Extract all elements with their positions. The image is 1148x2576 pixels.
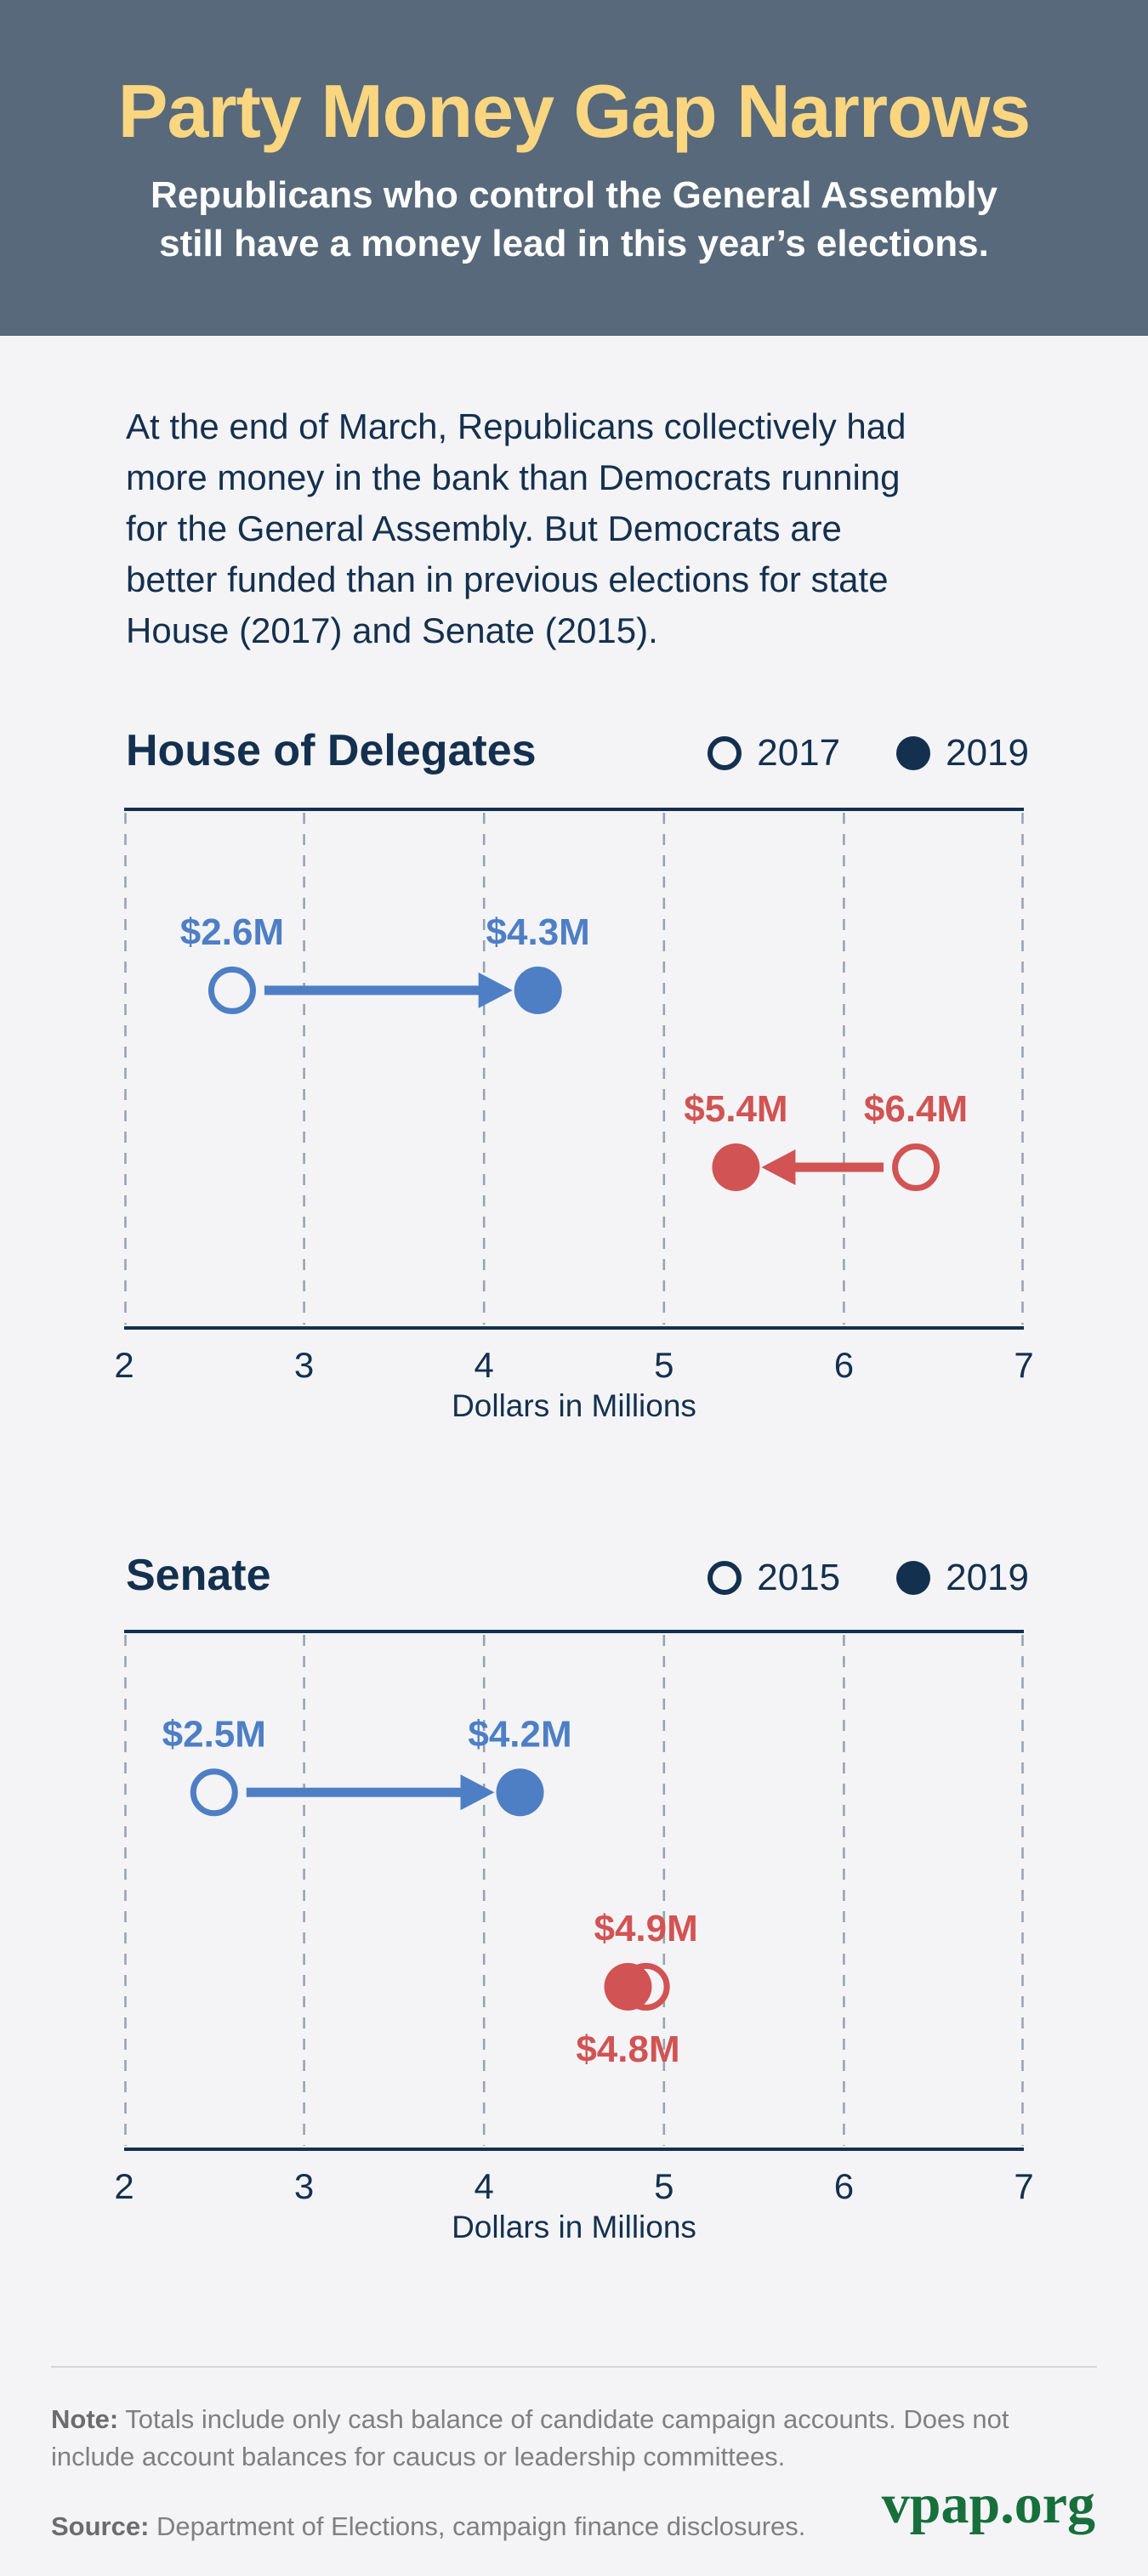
value-label: $5.4M xyxy=(684,1088,787,1130)
change-arrow-head xyxy=(460,1774,495,1811)
x-axis-label: Dollars in Millions xyxy=(452,2210,696,2244)
data-point-filled-2019 xyxy=(496,1768,544,1817)
data-point-open-2017 xyxy=(207,966,256,1014)
chart-legend-senate: 2015 2019 xyxy=(708,1552,1029,1603)
intro-paragraph: At the end of March, Republicans collect… xyxy=(126,401,1044,656)
filled-circle-icon xyxy=(896,1561,931,1595)
intro-line: House (2017) and Senate (2015). xyxy=(126,610,658,650)
change-arrow-head xyxy=(761,1149,796,1186)
legend-label: 2015 xyxy=(757,1557,841,1598)
axis-tick: 4 xyxy=(474,1345,494,1385)
data-point-filled-2019 xyxy=(604,1962,652,2011)
axis-tick: 5 xyxy=(654,1345,674,1385)
axis-tick: 5 xyxy=(654,2166,674,2206)
note-label: Note: xyxy=(51,2404,119,2434)
x-axis-ticks-senate: 2 3 4 5 6 7 xyxy=(114,2164,1033,2211)
source-label: Source: xyxy=(51,2511,150,2541)
data-point-open-2015 xyxy=(190,1768,238,1817)
intro-line: more money in the bank than Democrats ru… xyxy=(126,457,901,497)
plot-canvas: $2.5M $4.2M $4.9M $4.8M xyxy=(124,1630,1024,2151)
chart-plot-house: $2.6M $4.3M $6.4M $5.4M xyxy=(124,808,1024,1330)
open-circle-icon xyxy=(708,736,742,770)
value-label: $4.9M xyxy=(594,1908,697,1949)
axis-tick: 2 xyxy=(114,1345,134,1385)
filled-circle-icon xyxy=(896,736,931,770)
data-point-open-2017 xyxy=(892,1143,941,1192)
footnote-line: Note: Totals include only cash balance o… xyxy=(51,2404,1009,2434)
page-title: Party Money Gap Narrows xyxy=(117,69,1031,153)
legend-label: 2019 xyxy=(946,732,1029,774)
header: Party Money Gap Narrows Republicans who … xyxy=(0,0,1148,336)
vpap-logo[interactable]: vpap.org xyxy=(881,2473,1095,2535)
subtitle-line: still have a money lead in this year’s e… xyxy=(159,223,989,264)
value-label: $2.6M xyxy=(180,911,284,953)
plot-canvas: $2.6M $4.3M $6.4M $5.4M xyxy=(124,808,1024,1330)
chart-title-house: House of Delegates xyxy=(126,726,537,775)
intro-line: At the end of March, Republicans collect… xyxy=(126,406,906,446)
intro-line: better funded than in previous elections… xyxy=(126,559,889,599)
axis-tick: 7 xyxy=(1014,1345,1034,1385)
axis-tick: 7 xyxy=(1014,2166,1034,2206)
axis-tick: 2 xyxy=(114,2166,134,2206)
axis-tick: 3 xyxy=(293,2166,315,2206)
value-label: $4.3M xyxy=(486,911,590,953)
source-note: Source: Department of Elections, campaig… xyxy=(51,2511,806,2541)
legend-label: 2017 xyxy=(757,732,841,774)
legend-label: 2019 xyxy=(946,1557,1029,1598)
page-subtitle: Republicans who control the General Asse… xyxy=(0,171,1148,268)
chart-title-senate: Senate xyxy=(126,1551,271,1600)
footer-divider xyxy=(51,2366,1097,2368)
value-label: $4.8M xyxy=(576,2028,679,2070)
chart-plot-senate: $2.5M $4.2M $4.9M $4.8M xyxy=(124,1630,1024,2151)
subtitle-line: Republicans who control the General Asse… xyxy=(151,174,997,216)
axis-tick: 3 xyxy=(293,1345,315,1385)
open-circle-icon xyxy=(708,1561,742,1595)
axis-tick: 6 xyxy=(833,1345,855,1385)
value-label: $2.5M xyxy=(162,1713,266,1755)
x-axis-ticks-house: 2 3 4 5 6 7 xyxy=(114,1342,1033,1390)
footnote-line: include account balances for caucus or l… xyxy=(51,2442,786,2471)
chart-legend-house: 2017 2019 xyxy=(708,728,1029,779)
value-label: $4.2M xyxy=(468,1713,571,1755)
data-point-filled-2019 xyxy=(712,1143,760,1192)
value-label: $6.4M xyxy=(864,1088,968,1130)
intro-line: for the General Assembly. But Democrats … xyxy=(126,508,842,548)
axis-tick: 4 xyxy=(474,2166,494,2206)
footnote: Note: Totals include only cash balance o… xyxy=(51,2401,1063,2476)
x-axis-label: Dollars in Millions xyxy=(452,1388,696,1423)
axis-tick: 6 xyxy=(833,2166,855,2206)
change-arrow-head xyxy=(478,972,513,1008)
data-point-filled-2019 xyxy=(514,966,562,1014)
